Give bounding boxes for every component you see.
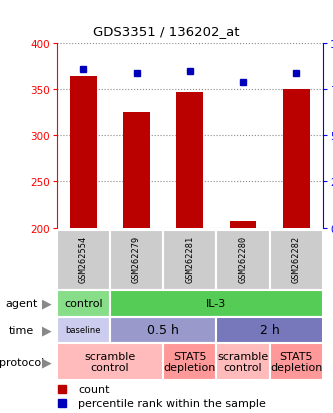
Bar	[110, 317, 216, 344]
Bar	[110, 290, 323, 317]
Text: 2 h: 2 h	[260, 324, 280, 337]
Bar	[216, 230, 270, 290]
Text: GSM262280: GSM262280	[238, 235, 248, 282]
Text: ▶: ▶	[42, 355, 51, 368]
Text: 0.5 h: 0.5 h	[147, 324, 179, 337]
Bar	[70, 76, 97, 228]
Text: protocol: protocol	[0, 357, 44, 367]
Text: GDS3351 / 136202_at: GDS3351 / 136202_at	[93, 25, 240, 38]
Text: scramble
control: scramble control	[84, 351, 136, 373]
Bar	[216, 344, 270, 380]
Bar	[230, 221, 256, 228]
Text: time: time	[9, 325, 34, 335]
Bar	[57, 344, 163, 380]
Text: scramble
control: scramble control	[217, 351, 269, 373]
Bar	[123, 113, 150, 228]
Bar	[163, 230, 216, 290]
Text: IL-3: IL-3	[206, 298, 226, 309]
Text: ▶: ▶	[42, 297, 51, 310]
Text: agent: agent	[5, 298, 38, 309]
Text: GSM262282: GSM262282	[292, 235, 301, 282]
Text: GSM262554: GSM262554	[79, 235, 88, 282]
Bar	[216, 317, 323, 344]
Text: ▶: ▶	[42, 324, 51, 337]
Bar	[57, 290, 110, 317]
Bar	[270, 230, 323, 290]
Bar	[270, 344, 323, 380]
Text: percentile rank within the sample: percentile rank within the sample	[78, 398, 266, 408]
Text: STAT5
depletion: STAT5 depletion	[164, 351, 216, 373]
Text: control: control	[64, 298, 103, 309]
Text: count: count	[78, 384, 110, 394]
Bar	[176, 93, 203, 228]
Bar	[110, 230, 163, 290]
Text: GSM262279: GSM262279	[132, 235, 141, 282]
Bar	[57, 317, 110, 344]
Text: STAT5
depletion: STAT5 depletion	[270, 351, 323, 373]
Bar	[57, 230, 110, 290]
Bar	[283, 90, 310, 228]
Bar	[163, 344, 216, 380]
Text: baseline: baseline	[66, 326, 101, 335]
Text: GSM262281: GSM262281	[185, 235, 194, 282]
